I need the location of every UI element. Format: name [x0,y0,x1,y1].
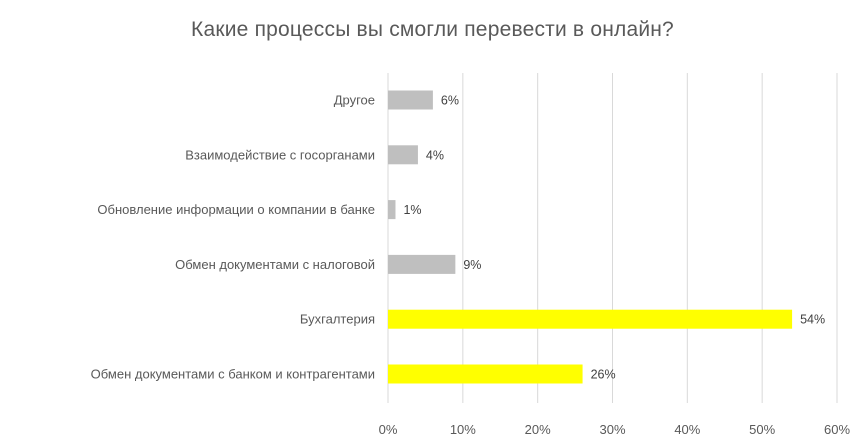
category-label: Обновление информации о компании в банке [97,202,375,217]
bar [388,254,456,274]
x-tick-label: 0% [379,422,398,437]
bar [388,145,418,165]
x-tick-label: 50% [749,422,775,437]
bar-layer [388,90,793,384]
chart-title: Какие процессы вы смогли перевести в онл… [191,18,674,41]
bar [388,200,396,220]
label-layer: 0% 10% 20% 30% 40% 50% 60% Другое 6% Взаимодейств… [91,93,851,438]
x-tick-label: 10% [450,422,476,437]
category-label: Другое [334,93,375,108]
x-tick-label: 20% [525,422,551,437]
category-label: Бухгалтерия [300,312,375,327]
bar [388,309,793,329]
data-label: 26% [591,368,616,382]
data-label: 1% [403,203,421,217]
data-label: 9% [463,258,481,272]
category-label: Обмен документами с банком и контрагента… [91,367,375,382]
data-label: 4% [426,148,444,162]
category-label: Обмен документами с налоговой [175,257,375,272]
x-tick-label: 40% [674,422,700,437]
data-label: 54% [800,313,825,327]
data-label: 6% [441,94,459,108]
bar [388,90,433,110]
x-tick-label: 30% [599,422,625,437]
bar [388,364,583,384]
category-label: Взаимодействие с госорганами [185,147,375,162]
grid-layer [387,73,838,403]
x-tick-label: 60% [824,422,850,437]
